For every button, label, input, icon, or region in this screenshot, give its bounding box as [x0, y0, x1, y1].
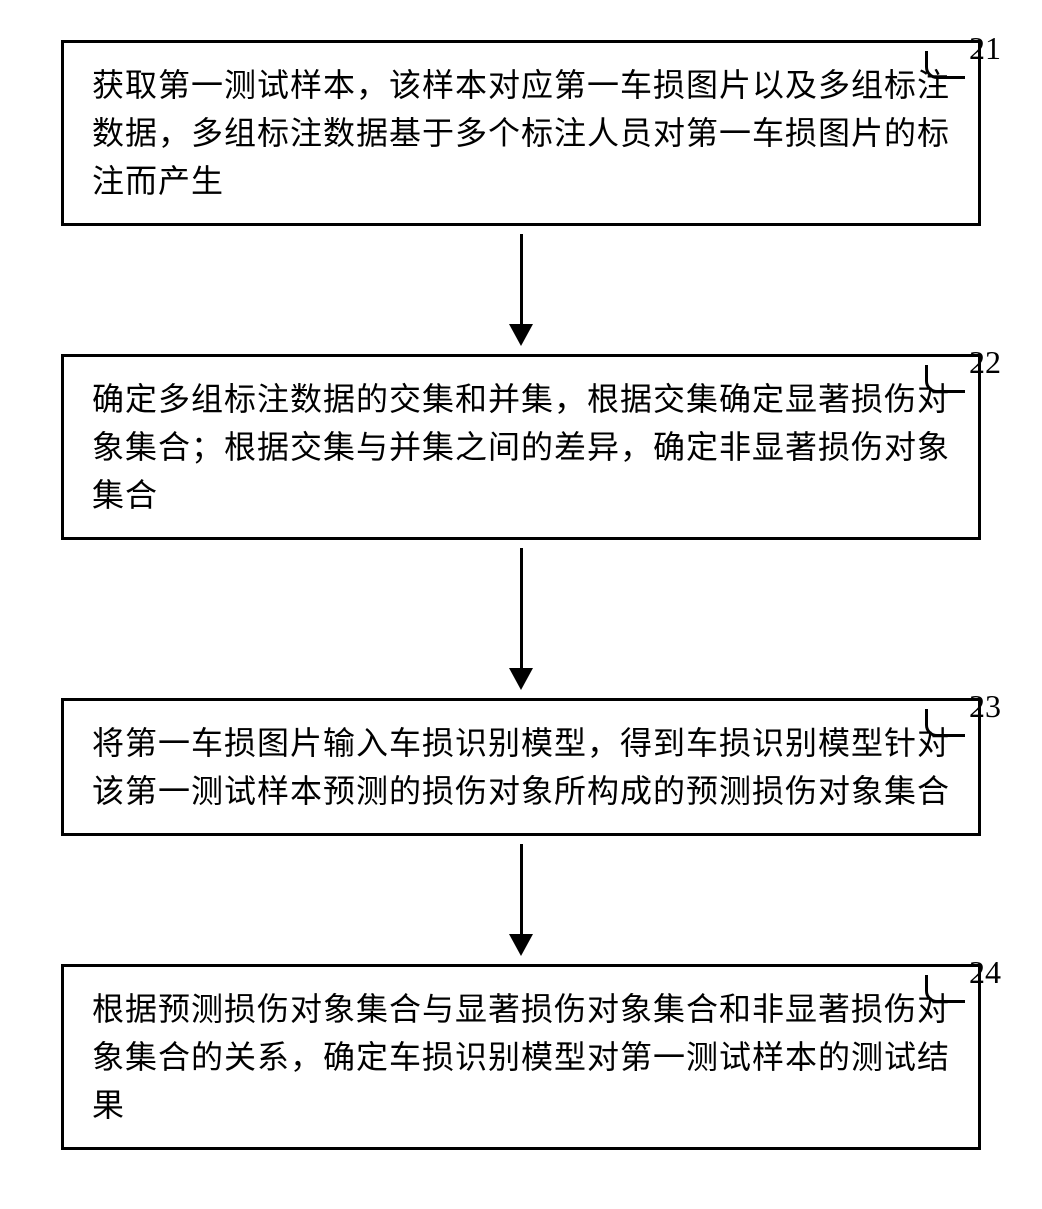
arrow-line [520, 844, 523, 934]
arrow-head-icon [509, 668, 533, 690]
label-connector-22: 22 [925, 344, 1001, 393]
arrow-head-icon [509, 324, 533, 346]
label-line [925, 709, 965, 737]
step-box-21: 获取第一测试样本，该样本对应第一车损图片以及多组标注数据，多组标注数据基于多个标… [61, 40, 981, 226]
step-wrapper-21: 21 获取第一测试样本，该样本对应第一车损图片以及多组标注数据，多组标注数据基于… [21, 40, 1021, 226]
arrow-2 [509, 548, 533, 690]
step-label-24: 24 [969, 954, 1001, 991]
label-line [925, 975, 965, 1003]
step-label-21: 21 [969, 30, 1001, 67]
arrow-line [520, 234, 523, 324]
step-box-24: 根据预测损伤对象集合与显著损伤对象集合和非显著损伤对象集合的关系，确定车损识别模… [61, 964, 981, 1150]
flowchart-container: 21 获取第一测试样本，该样本对应第一车损图片以及多组标注数据，多组标注数据基于… [21, 40, 1021, 1150]
label-connector-24: 24 [925, 954, 1001, 1003]
step-label-23: 23 [969, 688, 1001, 725]
step-box-22: 确定多组标注数据的交集和并集，根据交集确定显著损伤对象集合；根据交集与并集之间的… [61, 354, 981, 540]
label-connector-23: 23 [925, 688, 1001, 737]
step-label-22: 22 [969, 344, 1001, 381]
label-line [925, 51, 965, 79]
label-connector-21: 21 [925, 30, 1001, 79]
step-wrapper-23: 23 将第一车损图片输入车损识别模型，得到车损识别模型针对该第一测试样本预测的损… [21, 698, 1021, 836]
step-wrapper-24: 24 根据预测损伤对象集合与显著损伤对象集合和非显著损伤对象集合的关系，确定车损… [21, 964, 1021, 1150]
label-line [925, 365, 965, 393]
arrow-3 [509, 844, 533, 956]
step-wrapper-22: 22 确定多组标注数据的交集和并集，根据交集确定显著损伤对象集合；根据交集与并集… [21, 354, 1021, 540]
arrow-1 [509, 234, 533, 346]
arrow-line [520, 548, 523, 668]
step-box-23: 将第一车损图片输入车损识别模型，得到车损识别模型针对该第一测试样本预测的损伤对象… [61, 698, 981, 836]
arrow-head-icon [509, 934, 533, 956]
